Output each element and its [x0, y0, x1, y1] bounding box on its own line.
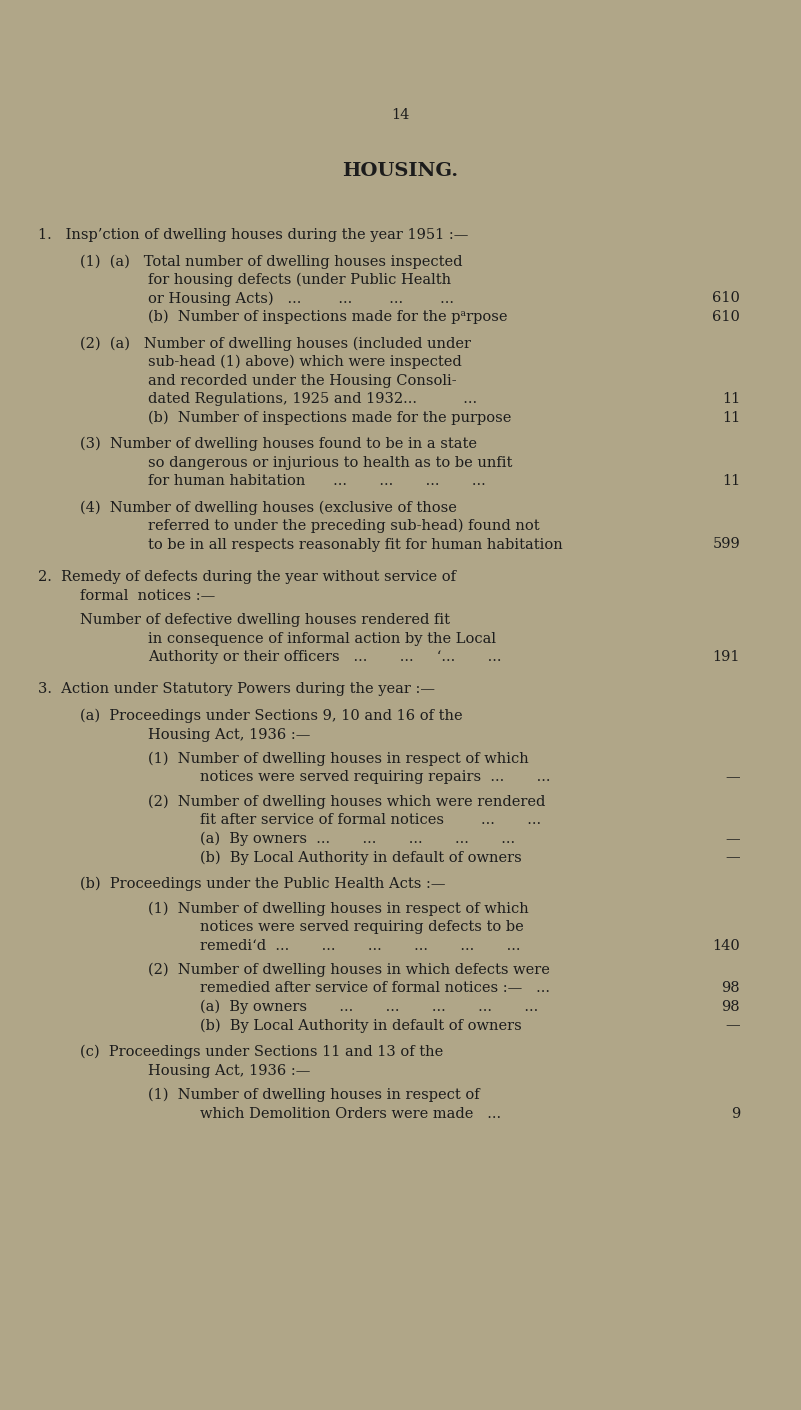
Text: Housing Act, 1936 :—: Housing Act, 1936 :—	[148, 1063, 310, 1077]
Text: fit after service of formal notices        ...       ...: fit after service of formal notices ... …	[200, 814, 541, 828]
Text: 11: 11	[722, 410, 740, 424]
Text: (4)  Number of dwelling houses (exclusive of those: (4) Number of dwelling houses (exclusive…	[80, 501, 457, 515]
Text: —: —	[726, 1018, 740, 1032]
Text: notices were served requiring defects to be: notices were served requiring defects to…	[200, 919, 524, 933]
Text: (2)  Number of dwelling houses in which defects were: (2) Number of dwelling houses in which d…	[148, 963, 549, 977]
Text: —: —	[726, 850, 740, 864]
Text: —: —	[726, 770, 740, 784]
Text: 140: 140	[712, 939, 740, 953]
Text: 2.  Remedy of defects during the year without service of: 2. Remedy of defects during the year wit…	[38, 570, 456, 584]
Text: 11: 11	[722, 474, 740, 488]
Text: (a)  By owners       ...       ...       ...       ...       ...: (a) By owners ... ... ... ... ...	[200, 1000, 538, 1014]
Text: (b)  Number of inspections made for the pᵃrpose: (b) Number of inspections made for the p…	[148, 310, 508, 324]
Text: 3.  Action under Statutory Powers during the year :—: 3. Action under Statutory Powers during …	[38, 682, 435, 697]
Text: formal  notices :—: formal notices :—	[80, 588, 215, 602]
Text: referred to under the preceding sub-head) found not: referred to under the preceding sub-head…	[148, 519, 540, 533]
Text: sub-head (1) above) which were inspected: sub-head (1) above) which were inspected	[148, 355, 461, 369]
Text: Authority or their officers   ...       ...     ‘...       ...: Authority or their officers ... ... ‘...…	[148, 650, 501, 664]
Text: 9: 9	[731, 1107, 740, 1121]
Text: 1.   Insp’ction of dwelling houses during the year 1951 :—: 1. Insp’ction of dwelling houses during …	[38, 228, 469, 243]
Text: 14: 14	[392, 109, 409, 123]
Text: (b)  Number of inspections made for the purpose: (b) Number of inspections made for the p…	[148, 410, 511, 424]
Text: (1)  Number of dwelling houses in respect of which: (1) Number of dwelling houses in respect…	[148, 752, 529, 767]
Text: (1)  (a)   Total number of dwelling houses inspected: (1) (a) Total number of dwelling houses …	[80, 254, 462, 269]
Text: (3)  Number of dwelling houses found to be in a state: (3) Number of dwelling houses found to b…	[80, 437, 477, 451]
Text: (b)  By Local Authority in default of owners: (b) By Local Authority in default of own…	[200, 850, 521, 864]
Text: (2)  Number of dwelling houses which were rendered: (2) Number of dwelling houses which were…	[148, 795, 545, 809]
Text: HOUSING.: HOUSING.	[343, 162, 458, 180]
Text: which Demolition Orders were made   ...: which Demolition Orders were made ...	[200, 1107, 501, 1121]
Text: Number of defective dwelling houses rendered fit: Number of defective dwelling houses rend…	[80, 613, 450, 627]
Text: (1)  Number of dwelling houses in respect of: (1) Number of dwelling houses in respect…	[148, 1089, 480, 1103]
Text: —: —	[726, 832, 740, 846]
Text: 11: 11	[722, 392, 740, 406]
Text: 98: 98	[722, 1000, 740, 1014]
Text: (c)  Proceedings under Sections 11 and 13 of the: (c) Proceedings under Sections 11 and 13…	[80, 1045, 443, 1059]
Text: (b)  Proceedings under the Public Health Acts :—: (b) Proceedings under the Public Health …	[80, 877, 445, 891]
Text: (a)  By owners  ...       ...       ...       ...       ...: (a) By owners ... ... ... ... ...	[200, 832, 515, 846]
Text: 610: 610	[712, 292, 740, 306]
Text: (a)  Proceedings under Sections 9, 10 and 16 of the: (a) Proceedings under Sections 9, 10 and…	[80, 709, 463, 723]
Text: Housing Act, 1936 :—: Housing Act, 1936 :—	[148, 728, 310, 742]
Text: so dangerous or injurious to health as to be unfit: so dangerous or injurious to health as t…	[148, 455, 513, 470]
Text: remedi‘d  ...       ...       ...       ...       ...       ...: remedi‘d ... ... ... ... ... ...	[200, 939, 521, 953]
Text: 610: 610	[712, 310, 740, 324]
Text: (1)  Number of dwelling houses in respect of which: (1) Number of dwelling houses in respect…	[148, 901, 529, 916]
Text: for housing defects (under Public Health: for housing defects (under Public Health	[148, 274, 451, 288]
Text: 191: 191	[713, 650, 740, 664]
Text: dated Regulations, 1925 and 1932...          ...: dated Regulations, 1925 and 1932... ...	[148, 392, 477, 406]
Text: 599: 599	[712, 537, 740, 551]
Text: (2)  (a)   Number of dwelling houses (included under: (2) (a) Number of dwelling houses (inclu…	[80, 337, 471, 351]
Text: for human habitation      ...       ...       ...       ...: for human habitation ... ... ... ...	[148, 474, 485, 488]
Text: (b)  By Local Authority in default of owners: (b) By Local Authority in default of own…	[200, 1018, 521, 1034]
Text: notices were served requiring repairs  ...       ...: notices were served requiring repairs ..…	[200, 770, 550, 784]
Text: or Housing Acts)   ...        ...        ...        ...: or Housing Acts) ... ... ... ...	[148, 292, 454, 306]
Text: remedied after service of formal notices :—   ...: remedied after service of formal notices…	[200, 981, 550, 995]
Text: 98: 98	[722, 981, 740, 995]
Text: in consequence of informal action by the Local: in consequence of informal action by the…	[148, 632, 496, 646]
Text: to be in all respects reasonably fit for human habitation: to be in all respects reasonably fit for…	[148, 537, 563, 551]
Text: and recorded under the Housing Consoli-: and recorded under the Housing Consoli-	[148, 374, 457, 388]
